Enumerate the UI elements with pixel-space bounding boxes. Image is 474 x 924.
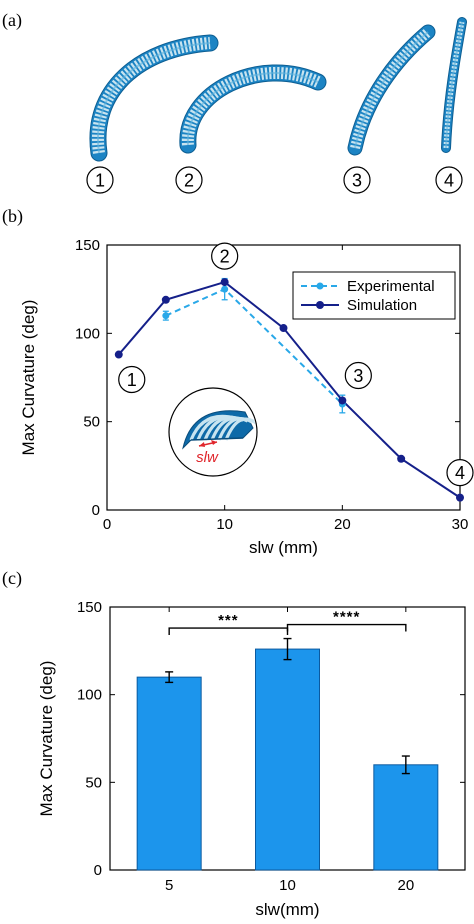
actuator-label-2: 2: [175, 166, 203, 194]
actuator-body: [348, 25, 435, 155]
legend-box: [292, 271, 456, 320]
data-point-simulation: [114, 350, 123, 359]
data-point-simulation: [220, 278, 229, 287]
legend-marker-experimental: [316, 282, 324, 290]
panel-b-line-chart: 0 10 20 30 0 50 100 150 Max Curvature (deg) slw…: [19, 237, 474, 557]
plot-frame: [106, 244, 461, 511]
legend-marker-simulation: [316, 301, 324, 309]
actuator-label-3: 3: [343, 166, 371, 194]
actuator-4: [441, 17, 467, 153]
data-point-simulation: [279, 324, 288, 333]
y-tick-label: 50: [85, 774, 102, 791]
bar-5: [136, 676, 202, 871]
data-point-simulation: [338, 396, 347, 405]
svg-text:1: 1: [95, 171, 105, 191]
panel-a-label: (a): [2, 10, 22, 31]
legend: Experimental Simulation: [292, 271, 456, 320]
y-tick-label: 150: [75, 237, 100, 254]
data-point-simulation: [397, 454, 406, 463]
y-tick-label: 100: [75, 325, 100, 342]
legend-item-experimental: Experimental: [347, 278, 435, 295]
actuator-3: [347, 24, 436, 156]
x-tick-label: 20: [397, 877, 414, 894]
panel-a-actuators: 1 2 3 4: [86, 17, 467, 194]
svg-text:4: 4: [444, 171, 454, 191]
x-tick-label: 30: [452, 516, 469, 533]
x-tick-label: 0: [103, 516, 111, 533]
data-point-simulation: [161, 295, 170, 304]
actuator-highlight: [186, 72, 319, 146]
x-tick-label: 20: [334, 516, 351, 533]
actuator-highlight: [96, 42, 211, 154]
y-tick-label: 100: [77, 687, 102, 704]
actuator-1: [89, 34, 219, 162]
bar-20: [373, 764, 439, 871]
data-point-experimental: [221, 285, 229, 293]
actuator-highlight: [354, 31, 429, 149]
annotation-2: 2: [211, 242, 239, 270]
legend-item-simulation: Simulation: [347, 297, 417, 314]
y-tick-label: 150: [77, 599, 102, 616]
significance-label: ****: [333, 609, 360, 626]
y-tick-label: 0: [94, 862, 102, 879]
actuator-highlight: [445, 21, 463, 149]
inset-label: slw: [196, 449, 219, 466]
svg-text:1: 1: [127, 370, 137, 390]
annotation-3: 3: [344, 361, 372, 390]
errorbar-5: [165, 671, 174, 684]
annotation-4: 4: [446, 459, 474, 487]
significance-label: ***: [218, 612, 239, 629]
y-axis-label: Max Curvature (deg): [37, 661, 56, 817]
panel-c-label: (c): [2, 568, 22, 589]
actuator-label-4: 4: [435, 166, 463, 194]
y-axis-label: Max Curvature (deg): [19, 300, 38, 456]
x-tick-label: 5: [165, 877, 173, 894]
svg-text:2: 2: [184, 171, 194, 191]
errorbar-10: [283, 637, 292, 661]
y-tick-label: 0: [92, 502, 100, 519]
actuator-2: [179, 64, 327, 154]
data-point-simulation: [456, 493, 464, 502]
svg-text:3: 3: [352, 171, 362, 191]
x-axis-label: slw(mm): [255, 900, 319, 919]
inset-cross-section: slw: [168, 387, 258, 477]
x-tick-label: 10: [279, 877, 296, 894]
x-axis-label: slw (mm): [249, 538, 318, 557]
panel-b-label: (b): [2, 206, 23, 227]
errorbar-20: [401, 755, 410, 775]
svg-text:4: 4: [455, 463, 465, 483]
svg-text:2: 2: [220, 247, 230, 267]
significance-bracket: ****: [286, 609, 407, 632]
bar-10: [255, 648, 320, 871]
x-tick-label: 10: [216, 516, 233, 533]
data-point-experimental: [162, 312, 170, 320]
annotation-1: 1: [118, 365, 146, 394]
svg-text:3: 3: [353, 366, 363, 386]
y-tick-label: 50: [83, 414, 100, 431]
significance-bracket: ***: [168, 612, 289, 636]
actuator-label-1: 1: [86, 166, 114, 194]
